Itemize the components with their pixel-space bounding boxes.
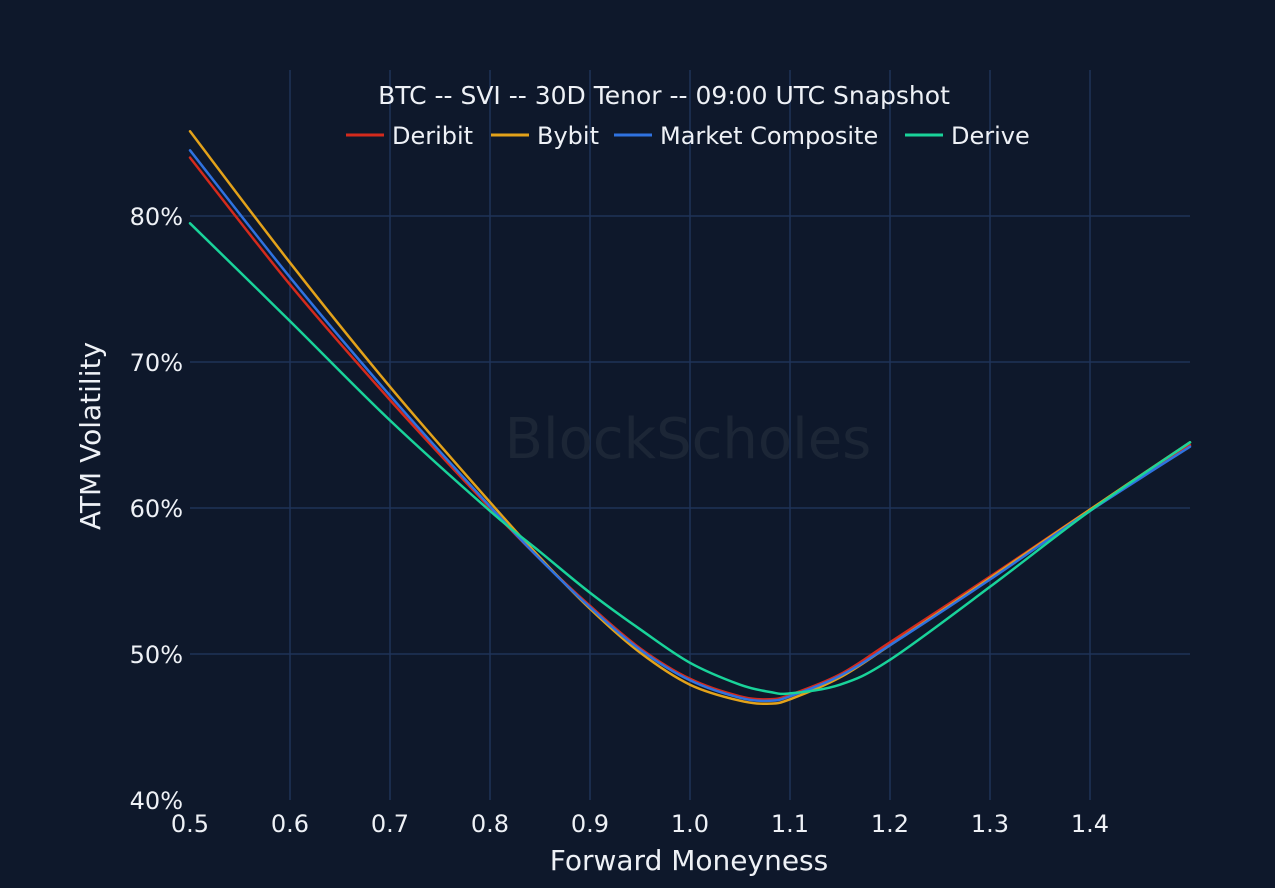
legend-label: Derive (951, 122, 1030, 150)
x-tick-label: 1.4 (1071, 810, 1109, 838)
chart-title: BTC -- SVI -- 30D Tenor -- 09:00 UTC Sna… (378, 81, 950, 110)
x-tick-label: 0.8 (471, 810, 509, 838)
series-line-deribit (188, 156, 1192, 701)
y-axis-tick-labels: 40% 50% 60% 70% 80% (130, 203, 183, 815)
series-line-market-composite (188, 149, 1192, 703)
x-tick-label: 0.5 (171, 810, 209, 838)
x-tick-label: 1.3 (971, 810, 1009, 838)
legend-label: Bybit (537, 122, 599, 150)
x-tick-label: 1.2 (871, 810, 909, 838)
y-tick-label: 70% (130, 349, 183, 377)
series-lines (188, 130, 1192, 705)
x-tick-label: 0.6 (271, 810, 309, 838)
legend: Deribit Bybit Market Composite Derive (346, 122, 1030, 150)
x-tick-label: 0.7 (371, 810, 409, 838)
y-tick-label: 50% (130, 641, 183, 669)
legend-item-derive[interactable]: Derive (905, 122, 1030, 150)
y-tick-label: 80% (130, 203, 183, 231)
grid (190, 70, 1190, 800)
x-axis-label: Forward Moneyness (550, 844, 828, 877)
legend-item-bybit[interactable]: Bybit (491, 122, 599, 150)
series-line-derive (188, 222, 1192, 696)
x-axis-tick-labels: 0.5 0.6 0.7 0.8 0.9 1.0 1.1 1.2 1.3 1.4 (171, 810, 1109, 838)
y-tick-label: 60% (130, 495, 183, 523)
legend-item-market-composite[interactable]: Market Composite (614, 122, 878, 150)
y-axis-label: ATM Volatility (74, 342, 107, 530)
legend-label: Deribit (392, 122, 473, 150)
legend-label: Market Composite (660, 122, 878, 150)
x-tick-label: 1.1 (771, 810, 809, 838)
watermark: BlockScholes (505, 407, 872, 472)
legend-item-deribit[interactable]: Deribit (346, 122, 473, 150)
x-tick-label: 1.0 (671, 810, 709, 838)
y-tick-label: 40% (130, 787, 183, 815)
x-tick-label: 0.9 (571, 810, 609, 838)
